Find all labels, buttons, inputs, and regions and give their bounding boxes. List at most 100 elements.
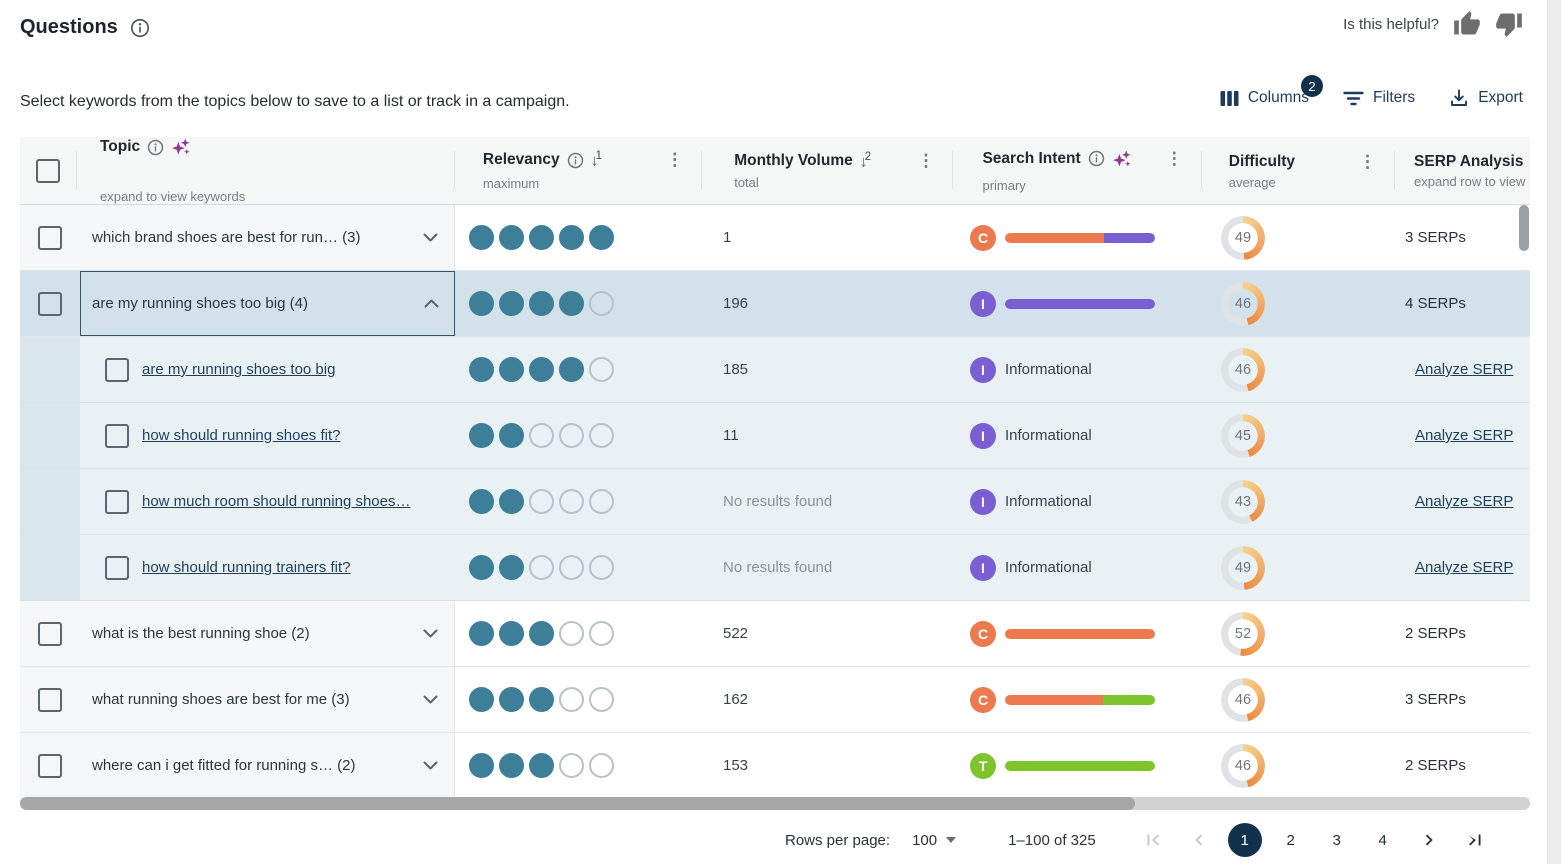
row-checkbox[interactable] xyxy=(38,753,62,778)
topic-cell[interactable]: what is the best running shoe (2) xyxy=(80,601,455,666)
relevancy-dot xyxy=(469,423,494,448)
chevron-up-icon[interactable] xyxy=(424,299,439,308)
table-row: what is the best running shoe (2) 522 C 52 2… xyxy=(20,601,1530,667)
info-icon[interactable] xyxy=(1088,150,1105,167)
first-page-button[interactable] xyxy=(1130,820,1176,860)
serp-count: 3 SERPs xyxy=(1405,691,1466,708)
topic-column-header[interactable]: Topic expand to view keywords xyxy=(75,137,454,204)
download-icon xyxy=(1449,88,1469,108)
intent-badge: I xyxy=(970,554,996,581)
page-button[interactable]: 3 xyxy=(1332,831,1341,849)
row-select-cell xyxy=(20,205,80,270)
column-menu-icon[interactable]: ⋮ xyxy=(917,151,935,171)
intent-label: Informational xyxy=(1005,559,1092,576)
keyword-cell: how should running trainers fit? xyxy=(80,535,455,600)
table-body: which brand shoes are best for run… (3) 1… xyxy=(20,205,1530,799)
row-checkbox[interactable] xyxy=(38,225,62,250)
thumbs-down-icon[interactable] xyxy=(1495,10,1523,38)
relevancy-dot xyxy=(589,621,614,646)
analyze-serp-link[interactable]: Analyze SERP xyxy=(1415,493,1514,510)
keyword-link[interactable]: how much room should running shoes… xyxy=(142,493,411,510)
row-checkbox[interactable] xyxy=(105,423,129,448)
analyze-serp-link[interactable]: Analyze SERP xyxy=(1415,559,1514,576)
relevancy-dot xyxy=(559,621,584,646)
serp-count: 3 SERPs xyxy=(1405,229,1466,246)
keyword-link[interactable]: how should running shoes fit? xyxy=(142,427,341,444)
relevancy-dot xyxy=(529,687,554,712)
chevron-down-icon[interactable] xyxy=(423,629,438,638)
filter-icon xyxy=(1343,91,1364,106)
volume-value: 153 xyxy=(723,757,749,774)
row-checkbox[interactable] xyxy=(38,291,62,316)
intent-badge: I xyxy=(970,422,996,449)
keyword-link[interactable]: are my running shoes too big xyxy=(142,361,336,378)
relevancy-dot xyxy=(529,423,554,448)
info-icon[interactable] xyxy=(147,139,164,156)
relevancy-dot xyxy=(469,357,494,382)
analyze-serp-link[interactable]: Analyze SERP xyxy=(1415,427,1514,444)
intent-column-header[interactable]: Search Intent ⋮ primary xyxy=(952,137,1200,204)
info-icon[interactable] xyxy=(130,18,150,38)
column-menu-icon[interactable]: ⋮ xyxy=(1359,151,1377,171)
volume-cell: No results found xyxy=(705,469,955,534)
row-checkbox[interactable] xyxy=(105,555,129,580)
page-button[interactable]: 1 xyxy=(1222,820,1268,860)
topic-cell[interactable]: where can i get fitted for running s… (2… xyxy=(80,733,455,798)
serp-cell: Analyze SERP xyxy=(1395,535,1530,600)
volume-header-label: Monthly Volume xyxy=(734,152,853,170)
volume-cell: 196 xyxy=(705,271,955,336)
row-checkbox[interactable] xyxy=(38,687,62,712)
page-button[interactable]: 2 xyxy=(1286,831,1295,849)
horizontal-scrollbar-thumb[interactable] xyxy=(20,797,1135,810)
horizontal-scrollbar[interactable] xyxy=(20,797,1530,810)
vertical-scrollbar-thumb[interactable] xyxy=(1519,205,1529,251)
volume-cell: 522 xyxy=(705,601,955,666)
volume-column-header[interactable]: Monthly Volume ↓2 ⋮ total xyxy=(701,137,952,204)
relevancy-dot xyxy=(499,555,524,580)
table-row: how much room should running shoes… No re… xyxy=(20,469,1530,535)
sort-desc-icon[interactable]: ↓2 xyxy=(859,151,872,171)
info-icon[interactable] xyxy=(567,152,584,169)
relevancy-dot xyxy=(589,423,614,448)
topic-header-label: Topic xyxy=(99,138,141,155)
difficulty-donut: 46 xyxy=(1221,677,1265,722)
difficulty-donut: 46 xyxy=(1221,347,1265,392)
intent-cell: I Informational xyxy=(955,469,1205,534)
serp-cell: 4 SERPs xyxy=(1395,271,1530,336)
column-menu-icon[interactable]: ⋮ xyxy=(1165,148,1183,168)
export-button[interactable]: Export xyxy=(1449,88,1523,108)
topic-cell[interactable]: are my running shoes too big (4) xyxy=(80,271,455,336)
row-checkbox[interactable] xyxy=(105,489,129,514)
column-menu-icon[interactable]: ⋮ xyxy=(666,150,684,170)
difficulty-value: 46 xyxy=(1234,361,1252,378)
next-page-button[interactable] xyxy=(1406,820,1452,860)
relevancy-cell xyxy=(455,403,705,468)
keyword-link[interactable]: how should running trainers fit? xyxy=(142,559,351,576)
chevron-down-icon[interactable] xyxy=(423,761,438,770)
relevancy-column-header[interactable]: Relevancy ↓1 ⋮ maximum xyxy=(453,137,701,204)
thumbs-up-icon[interactable] xyxy=(1453,10,1481,38)
chevron-down-icon[interactable] xyxy=(423,695,438,704)
serp-cell: Analyze SERP xyxy=(1395,403,1530,468)
page-button[interactable]: 4 xyxy=(1378,831,1387,849)
sort-desc-icon[interactable]: ↓1 xyxy=(590,150,603,170)
intent-cell: I Informational xyxy=(955,535,1205,600)
difficulty-cell: 49 xyxy=(1205,205,1395,270)
relevancy-cell xyxy=(455,205,705,270)
difficulty-column-header[interactable]: Difficulty ⋮ average xyxy=(1200,137,1394,204)
rows-per-page-select[interactable]: 100 xyxy=(912,832,957,849)
filters-button[interactable]: Filters xyxy=(1343,89,1415,107)
topic-cell[interactable]: which brand shoes are best for run… (3) xyxy=(80,205,455,270)
row-checkbox[interactable] xyxy=(105,357,129,382)
columns-button[interactable]: Columns 2 xyxy=(1220,75,1323,107)
select-all-checkbox[interactable] xyxy=(35,158,60,183)
topic-cell[interactable]: what running shoes are best for me (3) xyxy=(80,667,455,732)
last-page-button[interactable] xyxy=(1452,820,1498,860)
intent-badge: C xyxy=(970,686,996,713)
previous-page-button[interactable] xyxy=(1176,820,1222,860)
questions-table: Topic expand to view keywords Relevancy … xyxy=(20,137,1530,805)
analyze-serp-link[interactable]: Analyze SERP xyxy=(1415,361,1514,378)
row-checkbox[interactable] xyxy=(38,621,62,646)
chevron-down-icon[interactable] xyxy=(423,233,438,242)
page-scrollbar[interactable] xyxy=(1547,0,1561,864)
